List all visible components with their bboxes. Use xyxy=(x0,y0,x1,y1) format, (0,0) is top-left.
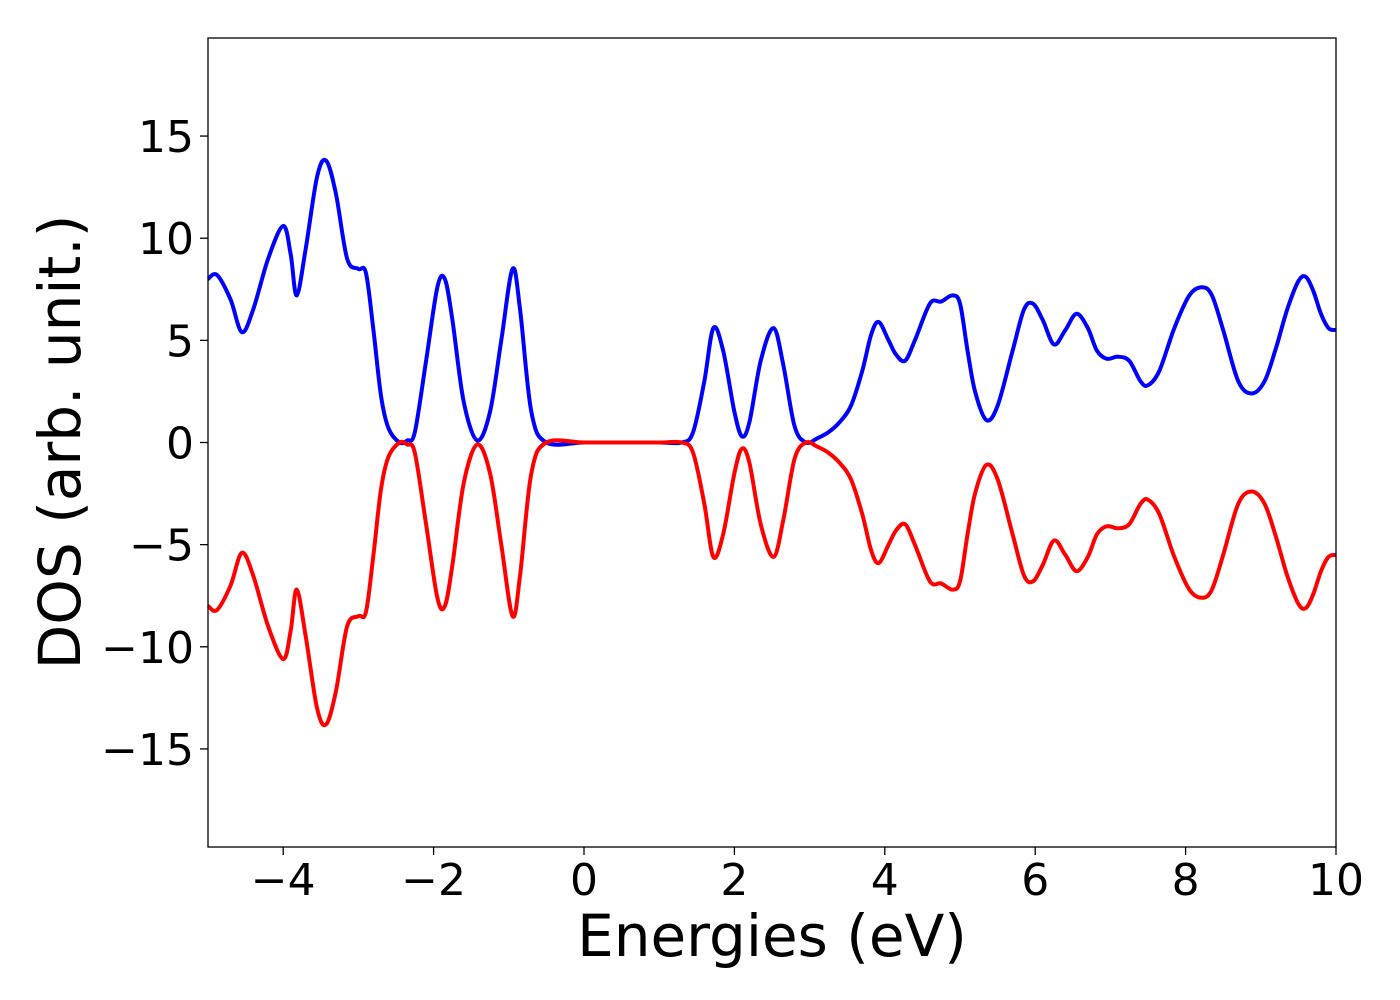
y-tick-label: 15 xyxy=(138,112,194,163)
y-axis-ticks: −15 −10 −5 0 5 10 15 xyxy=(101,112,208,776)
x-tick-label: 6 xyxy=(1021,855,1049,906)
series-line-spin-down xyxy=(206,438,1337,728)
series-line-spin-up xyxy=(206,157,1337,447)
y-tick-label: 0 xyxy=(166,419,194,470)
x-tick-label: 0 xyxy=(570,855,598,906)
x-tick-label: 4 xyxy=(871,855,899,906)
x-tick-label: −4 xyxy=(251,855,316,906)
x-tick-label: 8 xyxy=(1172,855,1200,906)
x-tick-label: 2 xyxy=(720,855,748,906)
x-tick-label: 10 xyxy=(1308,855,1364,906)
y-tick-label: 10 xyxy=(138,214,194,265)
x-axis-title: Energies (eV) xyxy=(577,902,967,970)
y-tick-label: −15 xyxy=(101,725,194,776)
y-tick-label: −5 xyxy=(129,521,194,572)
x-tick-label: −2 xyxy=(401,855,466,906)
series-layer xyxy=(206,157,1337,728)
y-tick-label: 5 xyxy=(166,316,194,367)
x-axis-ticks: −4 −2 0 2 4 6 8 10 xyxy=(251,847,1364,906)
y-axis-title: DOS (arb. unit.) xyxy=(26,215,94,670)
plot-frame xyxy=(207,37,1337,848)
y-tick-label: −10 xyxy=(101,623,194,674)
